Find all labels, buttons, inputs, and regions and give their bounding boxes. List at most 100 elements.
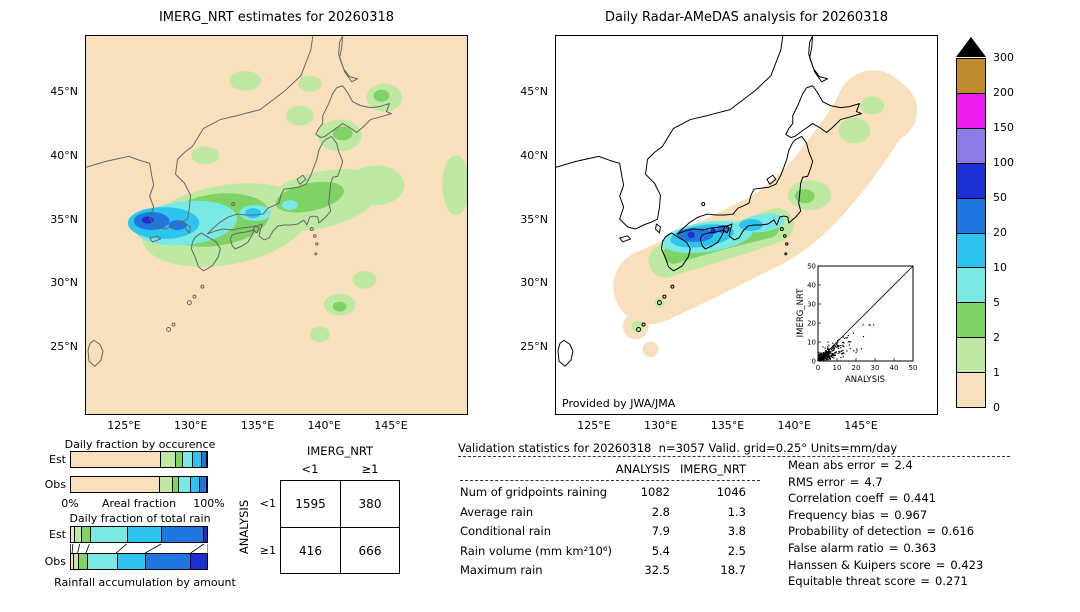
stat-imerg-value: 2.5 <box>727 543 746 558</box>
contingency-cell-hits: 666 <box>340 527 399 573</box>
stat-analysis-value: 5.4 <box>651 543 670 558</box>
right-map-lon-axis: 125°E 130°E 135°E 140°E 145°E <box>577 419 877 432</box>
areal-fraction-max-label: 100% <box>193 497 225 510</box>
lat-tick-label: 30°N <box>520 276 548 290</box>
svg-text:0: 0 <box>812 358 816 366</box>
header-spacer <box>460 462 612 476</box>
stat-label: Average rain <box>460 504 534 519</box>
metric-value: 0.441 <box>903 491 937 506</box>
lat-tick-label: 45°N <box>520 85 548 98</box>
stat-imerg-value: 18.7 <box>720 563 746 577</box>
right-map-canvas <box>556 36 918 367</box>
svg-text:50: 50 <box>807 263 816 271</box>
lon-tick-label: 145°E <box>374 419 408 432</box>
stat-label: Rain volume (mm km²10⁶) <box>460 543 612 558</box>
metric-label: Mean abs error <box>788 458 875 472</box>
left-map-canvas <box>86 36 467 367</box>
colorbar-tick-label: 10 <box>993 261 1007 274</box>
svg-text:40: 40 <box>890 364 899 372</box>
metric-value: 0.363 <box>903 540 937 555</box>
lat-tick-label: 45°N <box>50 85 78 98</box>
scatter-inset: 0 0 10 10 20 20 30 30 40 40 50 50 ANALYSIS IMERG_NR… <box>796 262 931 386</box>
totalrain-chart-title: Daily fraction of total rain <box>69 512 211 525</box>
occurrence-chart-title: Daily fraction by occurence <box>64 438 216 451</box>
lon-tick-label: 125°E <box>577 419 611 432</box>
occurrence-est-label: Est <box>49 453 66 466</box>
left-map-lat-axis: 45°N 40°N 35°N 30°N 25°N <box>44 86 78 353</box>
occurrence-bar-est <box>70 451 208 468</box>
validation-table-row: Maximum rain 32.5 18.7 <box>460 563 746 583</box>
lon-tick-label: 130°E <box>644 419 678 432</box>
stat-imerg-value: 1.3 <box>727 504 746 519</box>
lat-tick-label: 30°N <box>50 276 78 290</box>
inset-scatter-canvas: 00 10 10 20 20 30 30 40 40 50 50 ANALYSIS IMERG_NR… <box>796 262 931 386</box>
colorbar-tick-label: 0 <box>993 401 1000 414</box>
colorbar-tick-label: 20 <box>993 226 1007 239</box>
right-map-title: Daily Radar-AMeDAS analysis for 20260318 <box>605 10 888 25</box>
areal-fraction-min-label: 0% <box>61 497 79 510</box>
lon-tick-label: 140°E <box>307 419 341 432</box>
validation-table-row: Average rain 2.8 1.3 <box>460 505 746 525</box>
colorbar-tick-label: 5 <box>993 296 1000 309</box>
svg-text:30: 30 <box>807 301 816 309</box>
metric-label: False alarm ratio <box>788 540 884 555</box>
metric-value: 0.271 <box>934 574 968 589</box>
lon-tick-label: 125°E <box>107 419 141 432</box>
lat-tick-label: 25°N <box>50 340 78 353</box>
data-credit: Provided by JWA/JMA <box>562 397 676 410</box>
left-map-precip-field <box>127 70 467 343</box>
contingency-table: 1595 380 416 666 <box>280 480 400 574</box>
svg-text:20: 20 <box>852 364 861 372</box>
lon-tick-label: 135°E <box>240 419 275 432</box>
metric-label: RMS error <box>788 474 845 489</box>
svg-text:10: 10 <box>833 364 842 372</box>
colorbar-tick-label: 100 <box>993 156 1014 169</box>
left-map-panel <box>85 35 468 415</box>
inset-ylabel: IMERG_NRT <box>796 288 806 338</box>
colorbar-tick-labels: 300 200 150 100 50 20 10 5 2 1 0 <box>993 52 1014 414</box>
stat-label: Conditional rain <box>460 524 552 538</box>
contingency-row-label-ge1: ≥1 <box>259 544 276 557</box>
right-map-precip-field <box>613 70 918 358</box>
metric-equals-sign: = <box>849 474 860 489</box>
svg-text:20: 20 <box>807 320 816 328</box>
metric-equals-sign: = <box>926 524 937 539</box>
summary-metric-line: Correlation coeff = 0.441 <box>788 491 983 508</box>
svg-text:0: 0 <box>816 364 820 372</box>
stat-analysis-value: 1082 <box>640 485 670 499</box>
totalrain-bar-obs <box>70 553 208 570</box>
metric-equals-sign: = <box>888 540 899 555</box>
summary-metric-line: Frequency bias = 0.967 <box>788 508 983 525</box>
summary-metric-line: Equitable threat score = 0.271 <box>788 574 983 591</box>
metric-equals-sign: = <box>888 491 899 506</box>
contingency-col-label-ge1: ≥1 <box>361 462 379 476</box>
summary-metric-line: Mean abs error = 2.4 <box>788 458 983 475</box>
stat-label: Maximum rain <box>460 563 543 577</box>
colorbar-tick-label: 1 <box>993 366 1000 379</box>
colorbar-tick-label: 2 <box>993 331 1000 344</box>
stat-analysis-value: 32.5 <box>644 563 670 577</box>
stat-analysis-value: 2.8 <box>651 504 670 519</box>
validation-table-header: ANALYSIS IMERG_NRT <box>460 462 746 476</box>
lon-tick-label: 135°E <box>710 419 745 432</box>
summary-metric-line: RMS error = 4.7 <box>788 475 983 492</box>
stat-imerg-value: 3.8 <box>727 524 746 538</box>
totalrain-est-label: Est <box>49 528 66 541</box>
svg-text:50: 50 <box>909 364 918 372</box>
lat-tick-label: 35°N <box>520 212 548 226</box>
lon-tick-label: 130°E <box>174 419 208 432</box>
summary-metric-line: Hanssen & Kuipers score = 0.423 <box>788 558 983 575</box>
validation-table-rows: Num of gridpoints raining 1082 1046 Aver… <box>460 485 746 583</box>
metric-value: 0.423 <box>950 557 984 572</box>
lon-tick-label: 140°E <box>777 419 811 432</box>
colorbar-tick-label: 200 <box>993 86 1014 99</box>
colorbar-overflow-triangle <box>956 37 986 57</box>
occurrence-obs-label: Obs <box>44 478 66 491</box>
lat-tick-label: 40°N <box>520 148 548 162</box>
metric-value: 0.967 <box>894 507 928 522</box>
contingency-col-axis-label: IMERG_NRT <box>306 444 373 458</box>
left-map-lon-axis: 125°E 130°E 135°E 140°E 145°E <box>107 419 407 432</box>
colorbar-segments <box>956 58 986 408</box>
totalrain-bar-est <box>70 526 208 543</box>
